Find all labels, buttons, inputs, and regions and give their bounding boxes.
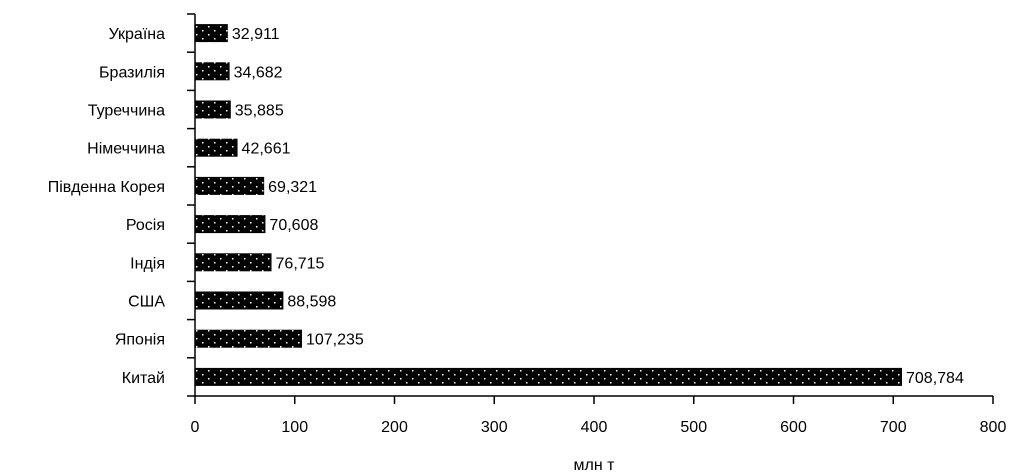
x-tick-label: 800 — [980, 419, 1007, 436]
bar-value-label: 35,885 — [235, 103, 284, 120]
bar — [195, 291, 284, 310]
bar-value-label: 88,598 — [287, 294, 336, 311]
category-label: Індія — [130, 255, 165, 272]
bar-value-label: 42,661 — [242, 141, 291, 158]
bar — [195, 24, 228, 43]
x-axis: 0 100 200 300 400 500 600 700 800 — [191, 395, 1007, 436]
y-axis: Україна Бразилія Туреччина Німеччина Південн… — [48, 13, 196, 397]
x-tick-label: 600 — [780, 419, 807, 436]
bar — [195, 176, 265, 195]
bar — [195, 253, 272, 272]
category-label: Південна Корея — [48, 179, 165, 196]
bar — [195, 100, 231, 119]
x-tick-label: 200 — [381, 419, 408, 436]
category-label: Китай — [122, 370, 165, 387]
x-tick-label: 100 — [281, 419, 308, 436]
category-label: Україна — [109, 26, 166, 43]
category-label: Японія — [115, 332, 165, 349]
value-labels-group: 32,911 34,682 35,885 42,661 69,321 70,608 76,7… — [232, 26, 964, 387]
x-tick-label: 400 — [581, 419, 608, 436]
x-tick-label: 0 — [191, 419, 200, 436]
category-label: Туреччина — [88, 103, 165, 120]
bar — [195, 367, 903, 386]
category-label: Бразилія — [99, 64, 165, 81]
bar-value-label: 708,784 — [906, 370, 964, 387]
bar — [195, 138, 238, 157]
bar — [195, 62, 230, 81]
category-label: Німеччина — [87, 141, 165, 158]
bar-value-label: 34,682 — [234, 64, 283, 81]
category-label: Росія — [126, 217, 165, 234]
bar-value-label: 69,321 — [268, 179, 317, 196]
bars-group — [195, 24, 903, 386]
bar — [195, 329, 302, 348]
bar-value-label: 107,235 — [306, 332, 364, 349]
bar-value-label: 70,608 — [269, 217, 318, 234]
x-axis-title: млн т — [574, 457, 616, 474]
category-label: США — [128, 294, 165, 311]
bar-value-label: 76,715 — [276, 255, 325, 272]
bar — [195, 215, 266, 234]
x-tick-label: 700 — [880, 419, 907, 436]
x-tick-label: 300 — [481, 419, 508, 436]
x-tick-label: 500 — [680, 419, 707, 436]
bar-value-label: 32,911 — [232, 26, 280, 43]
